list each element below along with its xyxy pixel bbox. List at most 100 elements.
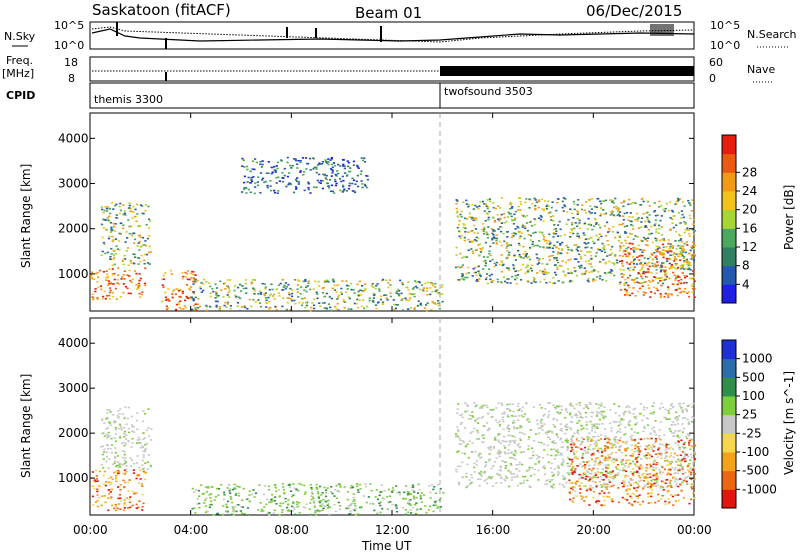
velocity-echo-cell [91,471,94,473]
velocity-echo-cell [568,492,571,494]
velocity-echo-cell [666,490,669,493]
power-echo-cell [572,200,575,203]
velocity-echo-cell [398,493,401,496]
velocity-echo-cell [594,481,597,484]
velocity-echo-cell [575,483,578,486]
power-echo-cell [564,198,567,200]
velocity-echo-cell [611,452,614,454]
velocity-echo-cell [578,447,581,449]
power-echo-cell [664,273,667,276]
velocity-echo-cell [119,497,122,499]
velocity-echo-cell [602,484,605,487]
power-echo-cell [595,206,598,208]
power-echo-cell [382,301,385,304]
power-echo-cell [607,271,610,274]
power-echo-cell [360,180,363,182]
velocity-echo-cell [466,463,469,466]
velocity-echo-cell [137,474,140,477]
power-echo-cell [392,299,395,301]
power-echo-cell [521,214,524,216]
power-echo-cell [277,190,280,192]
power-echo-cell [94,272,97,275]
velocity-colorbar-tick-label: 1000 [742,352,773,366]
power-echo-cell [105,276,108,279]
power-echo-cell [577,261,580,263]
velocity-echo-cell [604,456,607,458]
power-echo-cell [650,252,653,255]
velocity-echo-cell [108,422,111,424]
velocity-echo-cell [278,504,281,507]
velocity-echo-cell [142,438,145,441]
velocity-echo-cell [540,418,543,421]
velocity-echo-cell [638,485,641,488]
velocity-echo-cell [324,505,327,508]
velocity-echo-cell [675,416,678,418]
velocity-echo-cell [668,460,672,463]
power-echo-cell [484,262,487,264]
velocity-echo-cell [114,447,117,449]
power-echo-cell [287,183,290,186]
power-echo-cell [193,279,196,281]
power-echo-cell [400,299,403,302]
velocity-echo-cell [114,421,117,423]
velocity-echo-cell [605,483,608,485]
velocity-echo-cell [606,495,609,498]
velocity-echo-cell [544,431,547,434]
power-echo-cell [656,250,659,253]
velocity-echo-cell [634,423,637,426]
velocity-echo-cell [546,453,549,456]
power-echo-cell [522,257,525,259]
velocity-echo-cell [432,504,435,507]
velocity-echo-cell [479,478,482,480]
velocity-echo-cell [503,478,506,481]
velocity-echo-cell [318,500,321,502]
power-echo-cell [105,279,108,281]
power-echo-cell [687,291,691,293]
power-echo-cell [647,268,650,271]
power-echo-cell [312,186,316,188]
power-echo-cell [589,205,592,207]
velocity-echo-cell [237,504,240,506]
power-echo-cell [604,261,607,264]
power-echo-cell [660,276,663,279]
power-echo-cell [631,243,634,245]
power-echo-cell [522,253,525,255]
power-echo-cell [662,254,665,256]
power-echo-cell [328,179,332,181]
velocity-echo-cell [580,425,583,427]
power-echo-cell [220,289,223,291]
power-echo-cell [636,290,640,293]
velocity-echo-cell [277,489,280,491]
power-echo-cell [363,161,367,163]
velocity-echo-cell [635,481,638,484]
power-echo-cell [218,306,221,308]
power-echo-cell [637,272,640,275]
velocity-echo-cell [688,463,691,465]
power-echo-cell [500,254,503,256]
velocity-echo-cell [263,506,266,508]
power-echo-cell [465,218,468,220]
velocity-echo-cell [615,451,618,454]
velocity-echo-cell [662,406,665,409]
velocity-echo-cell [636,460,639,462]
power-echo-cell [499,207,502,209]
velocity-echo-cell [632,474,635,477]
velocity-echo-cell [133,431,136,433]
power-echo-cell [501,264,504,267]
velocity-echo-cell [649,487,652,490]
velocity-echo-cell [221,513,225,516]
power-echo-cell [350,308,353,310]
velocity-echo-cell [636,501,640,504]
power-echo-cell [192,297,195,300]
velocity-echo-cell [343,486,346,488]
power-echo-cell [122,274,125,276]
velocity-echo-cell [268,514,271,516]
velocity-echo-cell [624,432,627,435]
power-echo-cell [490,280,493,282]
velocity-echo-cell [355,483,359,485]
power-echo-cell [287,292,290,294]
power-echo-cell [347,296,350,299]
velocity-echo-cell [470,474,473,476]
velocity-echo-cell [131,437,134,440]
power-echo-cell [286,161,289,164]
